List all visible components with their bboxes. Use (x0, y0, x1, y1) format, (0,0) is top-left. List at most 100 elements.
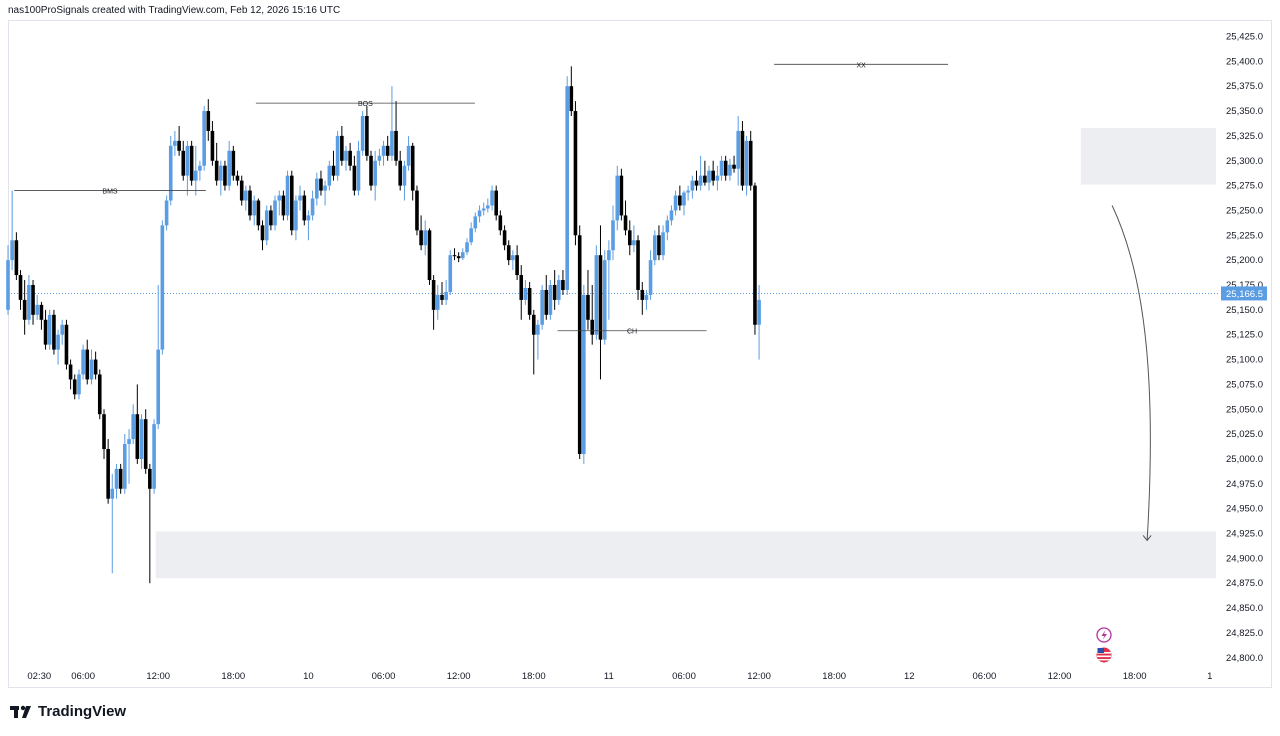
y-tick-label: 25,150.0 (1226, 305, 1263, 316)
y-tick-label: 25,125.0 (1226, 330, 1263, 341)
projection-curve (1111, 205, 1151, 541)
candle-body (256, 200, 261, 226)
y-tick-label: 24,925.0 (1226, 529, 1263, 540)
candle-body (540, 289, 544, 325)
candle-body (377, 155, 382, 161)
candle-body (43, 319, 48, 345)
candle (469, 222, 473, 246)
candle (653, 230, 657, 266)
chart-header: nas100ProSignals created with TradingVie… (8, 5, 341, 16)
candle-body (490, 190, 494, 206)
candle-body (35, 304, 39, 315)
candle (72, 374, 77, 400)
candle (52, 309, 56, 355)
y-tick-label: 24,800.0 (1226, 653, 1263, 664)
candle-body (31, 285, 35, 315)
candle (214, 142, 219, 186)
candle-body (93, 359, 98, 375)
x-tick-label: 12:00 (146, 671, 170, 682)
candle (719, 155, 724, 181)
candle (648, 250, 653, 300)
candle (22, 280, 27, 335)
candle-body (315, 178, 319, 199)
candle-body (723, 160, 728, 176)
candle (431, 275, 436, 330)
candle-body (577, 235, 582, 454)
candle (757, 285, 761, 360)
candle-body (565, 86, 569, 290)
candle-body (356, 150, 361, 191)
candle (598, 225, 603, 380)
candle (14, 232, 19, 281)
candle (294, 195, 298, 241)
candle-body (569, 86, 574, 112)
candle-body (402, 165, 407, 186)
candle (748, 130, 753, 191)
candle-body (102, 414, 106, 450)
candle-body (210, 130, 215, 161)
candle (252, 195, 257, 226)
candle (711, 160, 715, 186)
y-tick-label: 25,075.0 (1226, 379, 1263, 390)
candle-body (502, 230, 507, 246)
chart-frame[interactable] (8, 20, 1272, 688)
candle-body (177, 140, 181, 151)
candle-body (277, 195, 282, 201)
candle (131, 404, 135, 445)
candle-body (431, 280, 436, 310)
candle (556, 275, 561, 305)
candle-body (331, 165, 336, 176)
candle-body (506, 245, 511, 261)
candle (285, 170, 290, 221)
candle-body (227, 150, 231, 186)
candle (440, 282, 444, 305)
y-tick-label: 24,875.0 (1226, 578, 1263, 589)
candle (168, 135, 173, 206)
candle (410, 142, 415, 201)
candle (419, 215, 423, 251)
candle-body (340, 135, 344, 161)
brand[interactable]: TradingView (10, 703, 126, 720)
candle-body (531, 314, 536, 335)
candle (31, 280, 35, 325)
x-tick-label: 06:00 (372, 671, 396, 682)
candle (586, 270, 590, 330)
candle (177, 125, 181, 156)
candle-body (556, 280, 561, 300)
candle (511, 250, 515, 271)
y-tick-label: 24,975.0 (1226, 479, 1263, 490)
candle-body (18, 275, 23, 300)
candle (627, 220, 632, 256)
candle-body (711, 170, 715, 181)
candle-body (264, 210, 269, 241)
candle (148, 463, 152, 584)
candle (135, 384, 140, 464)
candle (698, 155, 703, 191)
candle (644, 289, 649, 310)
candle (481, 202, 486, 216)
candle (544, 275, 549, 320)
candle-body (486, 205, 490, 209)
candle-body (122, 444, 127, 489)
x-tick-label: 12 (904, 671, 915, 682)
candle-body (586, 294, 590, 320)
x-tick-label: 06:00 (71, 671, 95, 682)
candle-body (335, 135, 340, 176)
zones-layer (8, 127, 1218, 579)
candle-body (327, 165, 332, 186)
candle-body (602, 260, 607, 340)
annotation-label: CH (627, 329, 637, 336)
candle-body (640, 289, 645, 300)
last-price-bg (1221, 286, 1267, 301)
candle (335, 130, 340, 181)
candle (694, 170, 699, 191)
x-tick-label: 18:00 (522, 671, 546, 682)
candle (269, 205, 273, 231)
candle-body (381, 145, 386, 156)
candle-body (106, 449, 110, 499)
candle-body (77, 374, 81, 395)
candle (477, 205, 482, 223)
candle (623, 200, 628, 236)
candle-body (202, 111, 206, 166)
